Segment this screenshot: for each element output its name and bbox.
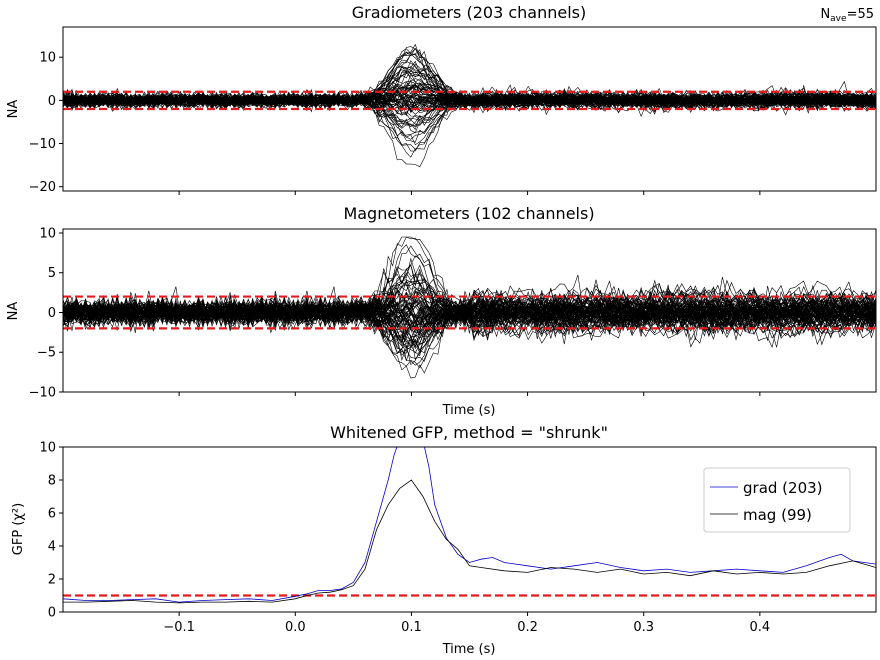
y-tick-label: 0 (48, 306, 56, 321)
channel-trace (63, 90, 876, 140)
y-tick-label: −10 (29, 137, 56, 152)
gfp-axes-frame (62, 446, 877, 613)
magnetometer-traces (63, 236, 876, 379)
channel-trace (63, 298, 876, 349)
gfp-legend: grad (203) mag (99) (703, 467, 851, 533)
channel-trace (63, 296, 876, 338)
y-tick-label: 4 (48, 540, 56, 555)
y-tick-label: 2 (48, 573, 56, 588)
gradiometers-panel: Gradiometers (203 channels) −20 −10 0 10 NA (6, 3, 877, 195)
series-line (63, 447, 876, 603)
channel-trace (63, 289, 876, 330)
y-tick-label: 0 (48, 606, 56, 621)
gradiometer-traces (63, 43, 876, 168)
gfp-title: Whitened GFP, method = "shrunk" (330, 423, 608, 442)
legend-label-grad: grad (203) (743, 479, 823, 497)
x-tick-label: 0.4 (750, 620, 771, 635)
y-tick-label: 0 (48, 94, 56, 109)
magnetometers-panel: Magnetometers (102 channels) −10 −5 0 5 10 N… (6, 204, 877, 418)
gradiometers-y-ticks: −20 −10 0 10 (29, 51, 63, 195)
gfp-panel: Whitened GFP, method = "shrunk" 0246810 … (11, 423, 877, 657)
x-tick-label: −0.1 (163, 620, 195, 635)
channel-trace (63, 89, 876, 131)
magnetometers-axes-frame (62, 228, 877, 393)
magnetometer-thresholds (63, 295, 876, 330)
y-tick-label: 8 (48, 474, 56, 489)
magnetometers-y-ticks: −10 −5 0 5 10 (29, 226, 63, 401)
y-tick-label: 10 (39, 441, 56, 456)
gfp-xlabel: Time (s) (442, 642, 496, 657)
magnetometers-title: Magnetometers (102 channels) (343, 204, 594, 223)
magnetometers-x-ticks (178, 392, 761, 396)
magnetometers-xlabel: Time (s) (442, 403, 496, 418)
channel-trace (63, 279, 876, 366)
channel-trace (63, 92, 876, 168)
x-tick-label: 0.3 (633, 620, 654, 635)
gradiometers-x-ticks (178, 191, 761, 195)
series-line (63, 479, 876, 604)
gfp-series (63, 447, 876, 604)
y-tick-label: 10 (39, 226, 56, 241)
legend-box (703, 467, 851, 533)
y-tick-label: −20 (29, 180, 56, 195)
channel-trace (63, 287, 876, 337)
channel-trace (63, 296, 876, 360)
y-tick-label: −10 (29, 386, 56, 401)
channel-trace (63, 90, 876, 122)
x-tick-label: 0.1 (401, 620, 422, 635)
channel-trace (63, 236, 876, 331)
gfp-ylabel: GFP (χ²) (11, 503, 26, 555)
y-tick-label: 6 (48, 507, 56, 522)
gfp-x-ticks: −0.1 0.0 0.1 0.2 0.3 0.4 (163, 612, 770, 635)
gradiometers-ylabel: NA (6, 100, 21, 119)
gradiometer-thresholds (63, 90, 876, 111)
nave-label: Nave=55 (820, 7, 874, 24)
gfp-y-ticks: 0 2 4 6 8 10 (39, 441, 63, 621)
channel-trace (63, 81, 876, 111)
legend-label-mag: mag (99) (743, 506, 812, 524)
magnetometers-ylabel: NA (6, 302, 21, 321)
channel-trace (63, 283, 876, 362)
y-tick-label: 5 (48, 266, 56, 281)
gradiometers-axes-frame (62, 26, 877, 192)
x-tick-label: 0.2 (517, 620, 538, 635)
x-tick-label: 0.0 (285, 620, 306, 635)
channel-trace (63, 297, 876, 335)
y-tick-label: −5 (37, 346, 56, 361)
gradiometers-title: Gradiometers (203 channels) (352, 3, 586, 22)
channel-trace (63, 292, 876, 351)
y-tick-label: 10 (39, 51, 56, 66)
